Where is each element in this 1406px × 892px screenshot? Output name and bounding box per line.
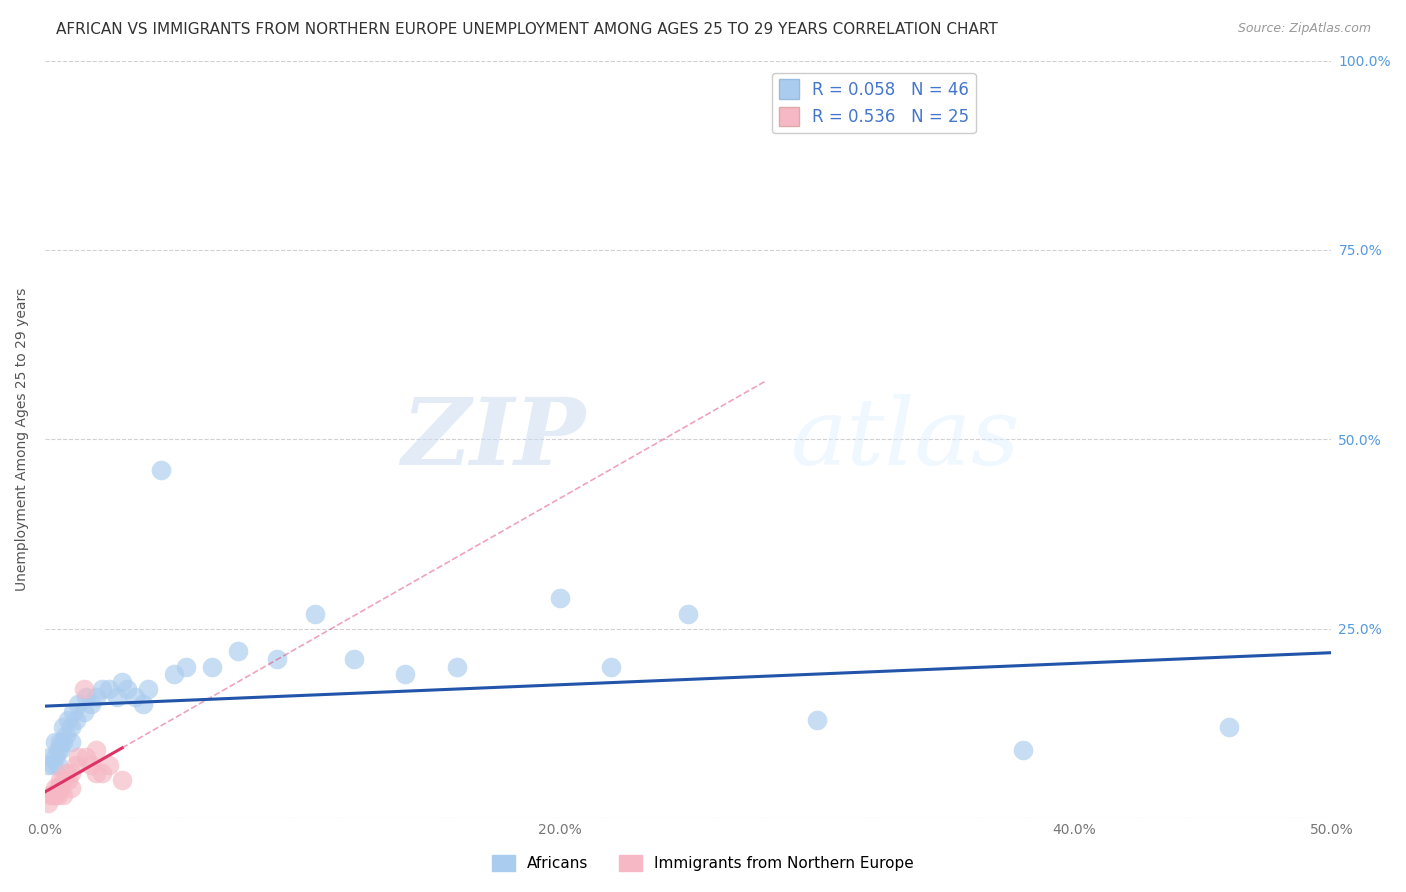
Point — [41, 758, 63, 772]
Point — [1011, 743, 1033, 757]
Point — [46, 758, 69, 772]
Text: ZIP: ZIP — [401, 394, 585, 484]
Point — [52, 773, 75, 788]
Point — [136, 682, 159, 697]
Point — [46, 789, 69, 803]
Point — [49, 735, 72, 749]
Point — [49, 743, 72, 757]
Point — [52, 735, 75, 749]
Point — [226, 644, 249, 658]
Point — [56, 713, 79, 727]
Point — [117, 682, 139, 697]
Point — [266, 652, 288, 666]
Point — [86, 743, 108, 757]
Legend: R = 0.058   N = 46, R = 0.536   N = 25: R = 0.058 N = 46, R = 0.536 N = 25 — [772, 73, 976, 133]
Point — [676, 607, 699, 621]
Point — [105, 690, 128, 704]
Point — [80, 698, 103, 712]
Point — [201, 659, 224, 673]
Point — [39, 750, 62, 764]
Point — [55, 765, 77, 780]
Legend: Africans, Immigrants from Northern Europe: Africans, Immigrants from Northern Europ… — [486, 849, 920, 877]
Point — [176, 659, 198, 673]
Point — [98, 682, 121, 697]
Point — [72, 705, 94, 719]
Point — [44, 735, 66, 749]
Point — [343, 652, 366, 666]
Text: atlas: atlas — [792, 394, 1021, 484]
Point — [59, 765, 82, 780]
Point — [37, 758, 59, 772]
Point — [98, 758, 121, 772]
Point — [806, 713, 828, 727]
Point — [80, 758, 103, 772]
Point — [162, 667, 184, 681]
Point — [55, 728, 77, 742]
Point — [111, 773, 134, 788]
Point — [86, 690, 108, 704]
Y-axis label: Unemployment Among Ages 25 to 29 years: Unemployment Among Ages 25 to 29 years — [15, 287, 30, 591]
Point — [44, 789, 66, 803]
Point — [44, 780, 66, 795]
Text: Source: ZipAtlas.com: Source: ZipAtlas.com — [1237, 22, 1371, 36]
Point — [90, 682, 112, 697]
Point — [39, 789, 62, 803]
Point — [59, 720, 82, 734]
Point — [67, 698, 90, 712]
Point — [86, 765, 108, 780]
Point — [52, 720, 75, 734]
Point — [41, 789, 63, 803]
Point — [446, 659, 468, 673]
Point — [75, 750, 97, 764]
Point — [600, 659, 623, 673]
Point — [394, 667, 416, 681]
Point — [72, 682, 94, 697]
Point — [37, 796, 59, 810]
Point — [90, 765, 112, 780]
Point — [111, 674, 134, 689]
Point — [56, 773, 79, 788]
Point — [49, 780, 72, 795]
Point — [304, 607, 326, 621]
Point — [1218, 720, 1240, 734]
Point — [149, 462, 172, 476]
Point — [132, 698, 155, 712]
Point — [59, 735, 82, 749]
Point — [67, 750, 90, 764]
Point — [65, 713, 87, 727]
Point — [124, 690, 146, 704]
Point — [62, 705, 84, 719]
Point — [44, 750, 66, 764]
Text: AFRICAN VS IMMIGRANTS FROM NORTHERN EUROPE UNEMPLOYMENT AMONG AGES 25 TO 29 YEAR: AFRICAN VS IMMIGRANTS FROM NORTHERN EURO… — [56, 22, 998, 37]
Point — [46, 743, 69, 757]
Point — [75, 690, 97, 704]
Point — [46, 780, 69, 795]
Point — [65, 758, 87, 772]
Point — [49, 773, 72, 788]
Point — [52, 789, 75, 803]
Point — [59, 780, 82, 795]
Point — [548, 591, 571, 606]
